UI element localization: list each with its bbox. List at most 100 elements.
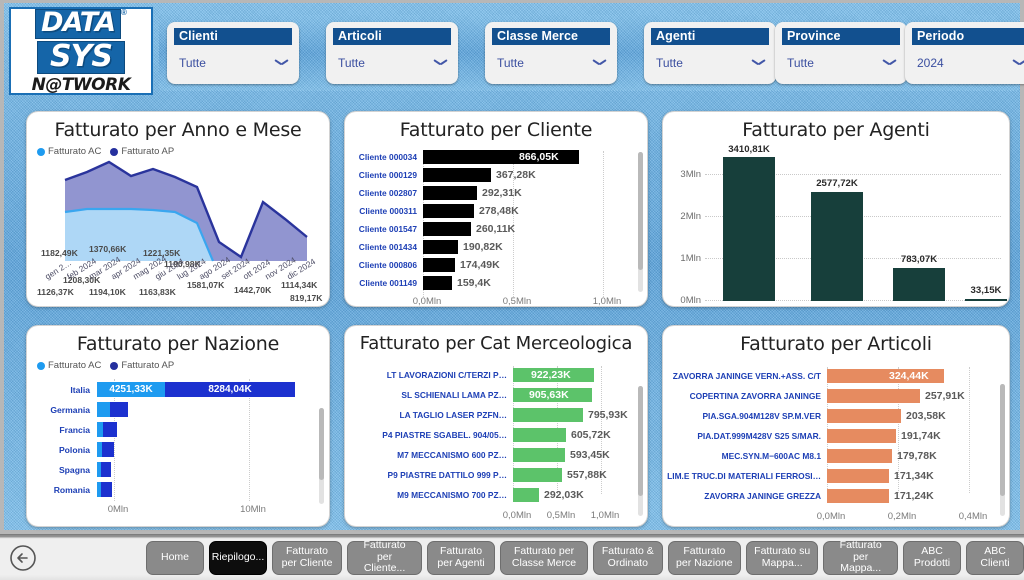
gridline [603,151,604,297]
bar-chart-plot[interactable]: LT LAVORAZIONI C/TERZI P… 922,23K SL SCH… [345,362,647,524]
visual-fatturato-cliente[interactable]: Fatturato per Cliente Cliente 000034 866… [344,111,648,307]
column-bar-agente-0[interactable] [723,157,775,301]
nav-tab-riepilogo[interactable]: Riepilogo... [209,540,267,575]
table-row[interactable]: SL SCHIENALI LAMA PZ… 905,63K [349,386,629,404]
bar-category-label: Cliente 000311 [359,206,417,216]
legend-item-ac[interactable]: Fatturato AC [37,360,101,371]
table-row[interactable]: Cliente 000129 367,28K [349,167,629,183]
bar-segment-ap [110,402,128,417]
slicer-dropdown[interactable]: 2024 [912,56,1024,70]
table-row[interactable]: LA TAGLIO LASER PZFN… 795,93K [349,406,629,424]
chevron-down-icon[interactable] [1013,59,1024,67]
column-bar-agente-3[interactable] [965,299,1007,301]
list-item[interactable]: Spagna [31,461,311,478]
table-row[interactable]: Cliente 000034 866,05K [349,149,629,165]
list-item[interactable]: Polonia [31,441,311,458]
scrollbar-thumb[interactable] [319,408,324,480]
visual-fatturato-agenti[interactable]: Fatturato per Agenti 0Mln 1Mln 2Mln 3Mln… [662,111,1010,307]
table-row[interactable]: Cliente 000806 174,49K [349,257,629,273]
chevron-down-icon[interactable] [883,59,896,67]
slicer-articoli[interactable]: Articoli Tutte [326,22,458,84]
nav-tab-abc-prodotti[interactable]: ABC Prodotti [903,540,962,575]
list-item[interactable]: Romania [31,481,311,498]
chevron-down-icon[interactable] [752,59,765,67]
bar-value-label: 278,48K [479,205,519,217]
table-row[interactable]: Cliente 000311 278,48K [349,203,629,219]
chevron-down-icon[interactable] [593,59,606,67]
scrollbar-thumb[interactable] [638,386,643,496]
slicer-dropdown[interactable]: Tutte [782,56,900,70]
table-row[interactable]: M9 MECCANISMO 700 PZ… 292,03K [349,486,629,504]
report-canvas: DATA ® SYS N@TWORK Clienti Tutte Articol… [0,0,1024,534]
vertical-scrollbar[interactable] [319,408,324,504]
table-row[interactable]: M7 MECCANISMO 600 PZ… 593,45K [349,446,629,464]
bar-category-label: ZAVORRA JANINGE GREZZA [704,491,821,501]
table-row[interactable]: LIM.E TRUC.DI MATERIALI FERROSI… 171,34K [667,467,993,485]
slicer-clienti[interactable]: Clienti Tutte [167,22,299,84]
visual-fatturato-cat-merceologica[interactable]: Fatturato per Cat Merceologica LT LAVORA… [344,325,648,527]
slicer-classe-merce[interactable]: Classe Merce Tutte [485,22,617,84]
legend-item-ap[interactable]: Fatturato AP [110,146,174,157]
slicer-province[interactable]: Province Tutte [775,22,907,84]
back-button[interactable] [0,535,46,580]
table-row[interactable]: PIA.DAT.999M428V S25 S/MAR. 191,74K [667,427,993,445]
table-row[interactable]: Cliente 001547 260,11K [349,221,629,237]
nav-tab-fatturato-agenti[interactable]: Fatturato per Agenti [427,540,496,575]
bar-fill [827,369,944,383]
slicer-dropdown[interactable]: Tutte [492,56,610,70]
slicer-agenti[interactable]: Agenti Tutte [644,22,776,84]
slicer-periodo[interactable]: Periodo 2024 [905,22,1024,84]
bar-chart-plot[interactable]: Cliente 000034 866,05K Cliente 000129 36… [345,145,647,306]
slicer-dropdown[interactable]: Tutte [174,56,292,70]
bar-chart-plot[interactable]: ZAVORRA JANINGE VERN.+ASS. C/T 324,44K C… [663,363,1009,525]
visual-fatturato-anno-mese[interactable]: Fatturato per Anno e Mese Fatturato AC F… [26,111,330,307]
list-item[interactable]: Italia 4251,33K 8284,04K [31,381,311,398]
column-chart-plot[interactable]: 0Mln 1Mln 2Mln 3Mln 3410,81K 2577,72K 78… [663,141,1009,306]
nav-tab-fatturato-cliente-2[interactable]: Fatturato per Cliente... [347,540,423,575]
slicer-dropdown[interactable]: Tutte [651,56,769,70]
nav-tab-home[interactable]: Home [146,540,204,575]
slicer-dropdown[interactable]: Tutte [333,56,451,70]
bar-track: 367,28K [423,168,629,182]
legend-item-ap[interactable]: Fatturato AP [110,360,174,371]
nav-tab-fatturato-cliente[interactable]: Fatturato per Cliente [272,540,343,575]
chevron-down-icon[interactable] [434,59,447,67]
vertical-scrollbar[interactable] [638,386,643,516]
table-row[interactable]: P4 PIASTRE SGABEL. 904/05… 605,72K [349,426,629,444]
nav-tab-fatturato-mappa-2[interactable]: Fatturato per Mappa... [823,540,899,575]
column-bar-agente-1[interactable] [811,192,863,301]
table-row[interactable]: PIA.SGA.904M128V SP.M.VER 203,58K [667,407,993,425]
nav-tab-fatturato-ordinato[interactable]: Fatturato & Ordinato [592,540,663,575]
data-label-ac-3: 1194,10K [89,287,126,297]
scrollbar-thumb[interactable] [638,152,643,270]
nav-tab-fatturato-classe-merce[interactable]: Fatturato per Classe Merce [500,540,588,575]
vertical-scrollbar[interactable] [638,152,643,292]
vertical-scrollbar[interactable] [1000,384,1005,516]
legend-item-ac[interactable]: Fatturato AC [37,146,101,157]
nav-tab-fatturato-nazione[interactable]: Fatturato per Nazione [667,540,741,575]
table-row[interactable]: Cliente 002807 292,31K [349,185,629,201]
data-label-ac-4: 1163,83K [139,287,176,297]
column-bar-agente-2[interactable] [893,268,945,301]
visual-fatturato-articoli[interactable]: Fatturato per Articoli ZAVORRA JANINGE V… [662,325,1010,527]
stacked-bar-plot[interactable]: Italia 4251,33K 8284,04K Germania [27,371,329,518]
table-row[interactable]: COPERTINA ZAVORRA JANINGE 257,91K [667,387,993,405]
table-row[interactable]: Cliente 001434 190,82K [349,239,629,255]
bar-value-label: 922,23K [531,369,571,381]
table-row[interactable]: Cliente 001149 159,4K [349,275,629,291]
visual-fatturato-nazione[interactable]: Fatturato per Nazione Fatturato AC Fattu… [26,325,330,527]
table-row[interactable]: P9 PIASTRE DATTILO 999 P… 557,88K [349,466,629,484]
nav-tab-fatturato-mappa[interactable]: Fatturato su Mappa... [746,540,819,575]
bar-segment-ap [102,442,114,457]
chart-title: Fatturato per Anno e Mese [54,119,302,141]
table-row[interactable]: ZAVORRA JANINGE VERN.+ASS. C/T 324,44K [667,367,993,385]
list-item[interactable]: Germania [31,401,311,418]
table-row[interactable]: MEC.SYN.M−600AC M8.1 179,78K [667,447,993,465]
scrollbar-thumb[interactable] [1000,384,1005,496]
nav-tab-abc-clienti[interactable]: ABC Clienti [966,540,1024,575]
table-row[interactable]: LT LAVORAZIONI C/TERZI P… 922,23K [349,366,629,384]
chevron-down-icon[interactable] [275,59,288,67]
list-item[interactable]: Francia [31,421,311,438]
area-chart-plot[interactable]: 1182,49K 1370,66K 1221,35K 1190,98K 1208… [27,157,329,306]
table-row[interactable]: ZAVORRA JANINGE GREZZA 171,24K [667,487,993,505]
